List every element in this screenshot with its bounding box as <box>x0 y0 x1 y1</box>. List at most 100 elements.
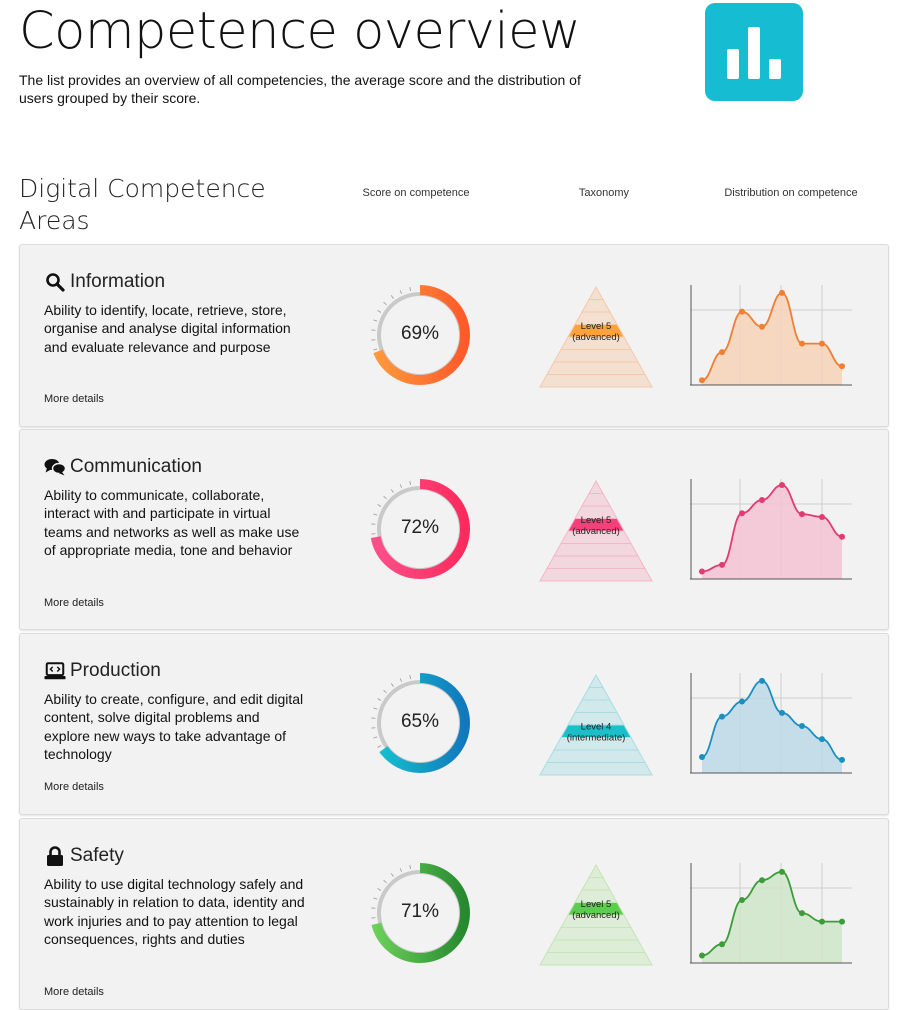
distribution-point <box>739 510 745 516</box>
card-title: Safety <box>44 843 124 869</box>
taxonomy-row <box>582 878 610 891</box>
distribution-point <box>759 877 765 883</box>
distribution-point <box>819 341 825 347</box>
distribution-point <box>839 757 845 763</box>
distribution-point <box>799 723 805 729</box>
card-description: Ability to use digital technology safely… <box>44 875 306 948</box>
donut-tick <box>384 302 387 305</box>
bar-chart-icon <box>705 3 803 101</box>
taxonomy-row <box>589 865 603 878</box>
donut-tick <box>400 678 402 682</box>
competence-card-information: Information Ability to identify, locate, … <box>19 244 889 427</box>
donut-tick <box>410 287 411 291</box>
score-value: 71% <box>365 901 475 923</box>
distribution-point <box>779 482 785 488</box>
taxonomy-row <box>582 300 610 313</box>
taxonomy-pyramid: Level 4(intermediate) <box>538 673 654 777</box>
taxonomy-level-label: Level 5 <box>581 515 612 526</box>
distribution-chart <box>690 479 856 583</box>
taxonomy-row <box>540 375 652 388</box>
donut-tick <box>410 481 411 485</box>
more-details-link[interactable]: More details <box>44 393 104 405</box>
score-value: 65% <box>365 711 475 733</box>
taxonomy-row <box>547 362 645 375</box>
donut-tick <box>373 737 377 738</box>
distribution-point <box>739 699 745 705</box>
laptop-code-icon <box>44 660 66 682</box>
donut-tick <box>378 889 381 891</box>
page-title: Competence overview <box>19 0 580 64</box>
distribution-chart <box>690 863 856 967</box>
col-head-taxonomy: Taxonomy <box>554 187 654 199</box>
donut-tick <box>391 295 393 298</box>
distribution-point <box>799 341 805 347</box>
donut-tick <box>373 320 377 321</box>
distribution-area <box>702 872 842 963</box>
taxonomy-row <box>589 481 603 494</box>
donut-tick <box>400 484 402 488</box>
taxonomy-row <box>540 569 652 582</box>
taxonomy-level-sublabel: (advanced) <box>572 332 620 343</box>
card-title-label: Safety <box>70 845 124 867</box>
distribution-point <box>699 754 705 760</box>
donut-tick <box>400 290 402 294</box>
taxonomy-level-label: Level 5 <box>581 899 612 910</box>
taxonomy-row <box>547 556 645 569</box>
donut-tick <box>400 868 402 872</box>
taxonomy-row <box>582 688 610 701</box>
taxonomy-row <box>540 953 652 966</box>
taxonomy-level-sublabel: (advanced) <box>572 526 620 537</box>
distribution-point <box>699 568 705 574</box>
taxonomy-level-label: Level 5 <box>581 321 612 332</box>
card-title: Communication <box>44 454 202 480</box>
more-details-link[interactable]: More details <box>44 781 104 793</box>
score-value: 69% <box>365 323 475 345</box>
lock-icon <box>44 845 66 867</box>
donut-tick <box>378 746 381 748</box>
card-description: Ability to create, configure, and edit d… <box>44 690 306 763</box>
taxonomy-row <box>554 350 638 363</box>
taxonomy-row <box>540 763 652 776</box>
donut-tick <box>373 708 377 709</box>
taxonomy-row <box>554 544 638 557</box>
taxonomy-row <box>575 700 617 713</box>
taxonomy-row <box>589 287 603 300</box>
distribution-point <box>779 290 785 296</box>
distribution-point <box>819 736 825 742</box>
card-description: Ability to identify, locate, retrieve, s… <box>44 301 306 356</box>
taxonomy-row <box>554 928 638 941</box>
taxonomy-level-sublabel: (intermediate) <box>567 732 626 743</box>
donut-tick <box>391 489 393 492</box>
distribution-point <box>819 514 825 520</box>
card-title: Production <box>44 658 161 684</box>
donut-tick <box>373 898 377 899</box>
donut-tick <box>378 505 381 507</box>
distribution-point <box>779 869 785 875</box>
taxonomy-row <box>589 675 603 688</box>
taxonomy-row <box>582 494 610 507</box>
donut-tick <box>391 683 393 686</box>
donut-tick <box>410 865 411 869</box>
taxonomy-row <box>547 750 645 763</box>
distribution-point <box>739 309 745 315</box>
distribution-point <box>839 919 845 925</box>
card-title-label: Production <box>70 660 161 682</box>
taxonomy-pyramid: Level 5(advanced) <box>538 479 654 583</box>
more-details-link[interactable]: More details <box>44 986 104 998</box>
card-title: Information <box>44 269 165 295</box>
page-subtitle: The list provides an overview of all com… <box>19 71 609 107</box>
distribution-point <box>719 714 725 720</box>
more-details-link[interactable]: More details <box>44 597 104 609</box>
distribution-point <box>799 910 805 916</box>
distribution-point <box>699 377 705 383</box>
distribution-chart <box>690 673 856 777</box>
taxonomy-pyramid: Level 5(advanced) <box>538 863 654 967</box>
donut-tick <box>378 311 381 313</box>
distribution-point <box>759 497 765 503</box>
donut-tick <box>384 690 387 693</box>
col-head-score: Score on competence <box>346 187 486 199</box>
distribution-point <box>719 941 725 947</box>
distribution-point <box>819 919 825 925</box>
taxonomy-level-sublabel: (advanced) <box>572 910 620 921</box>
score-value: 72% <box>365 517 475 539</box>
